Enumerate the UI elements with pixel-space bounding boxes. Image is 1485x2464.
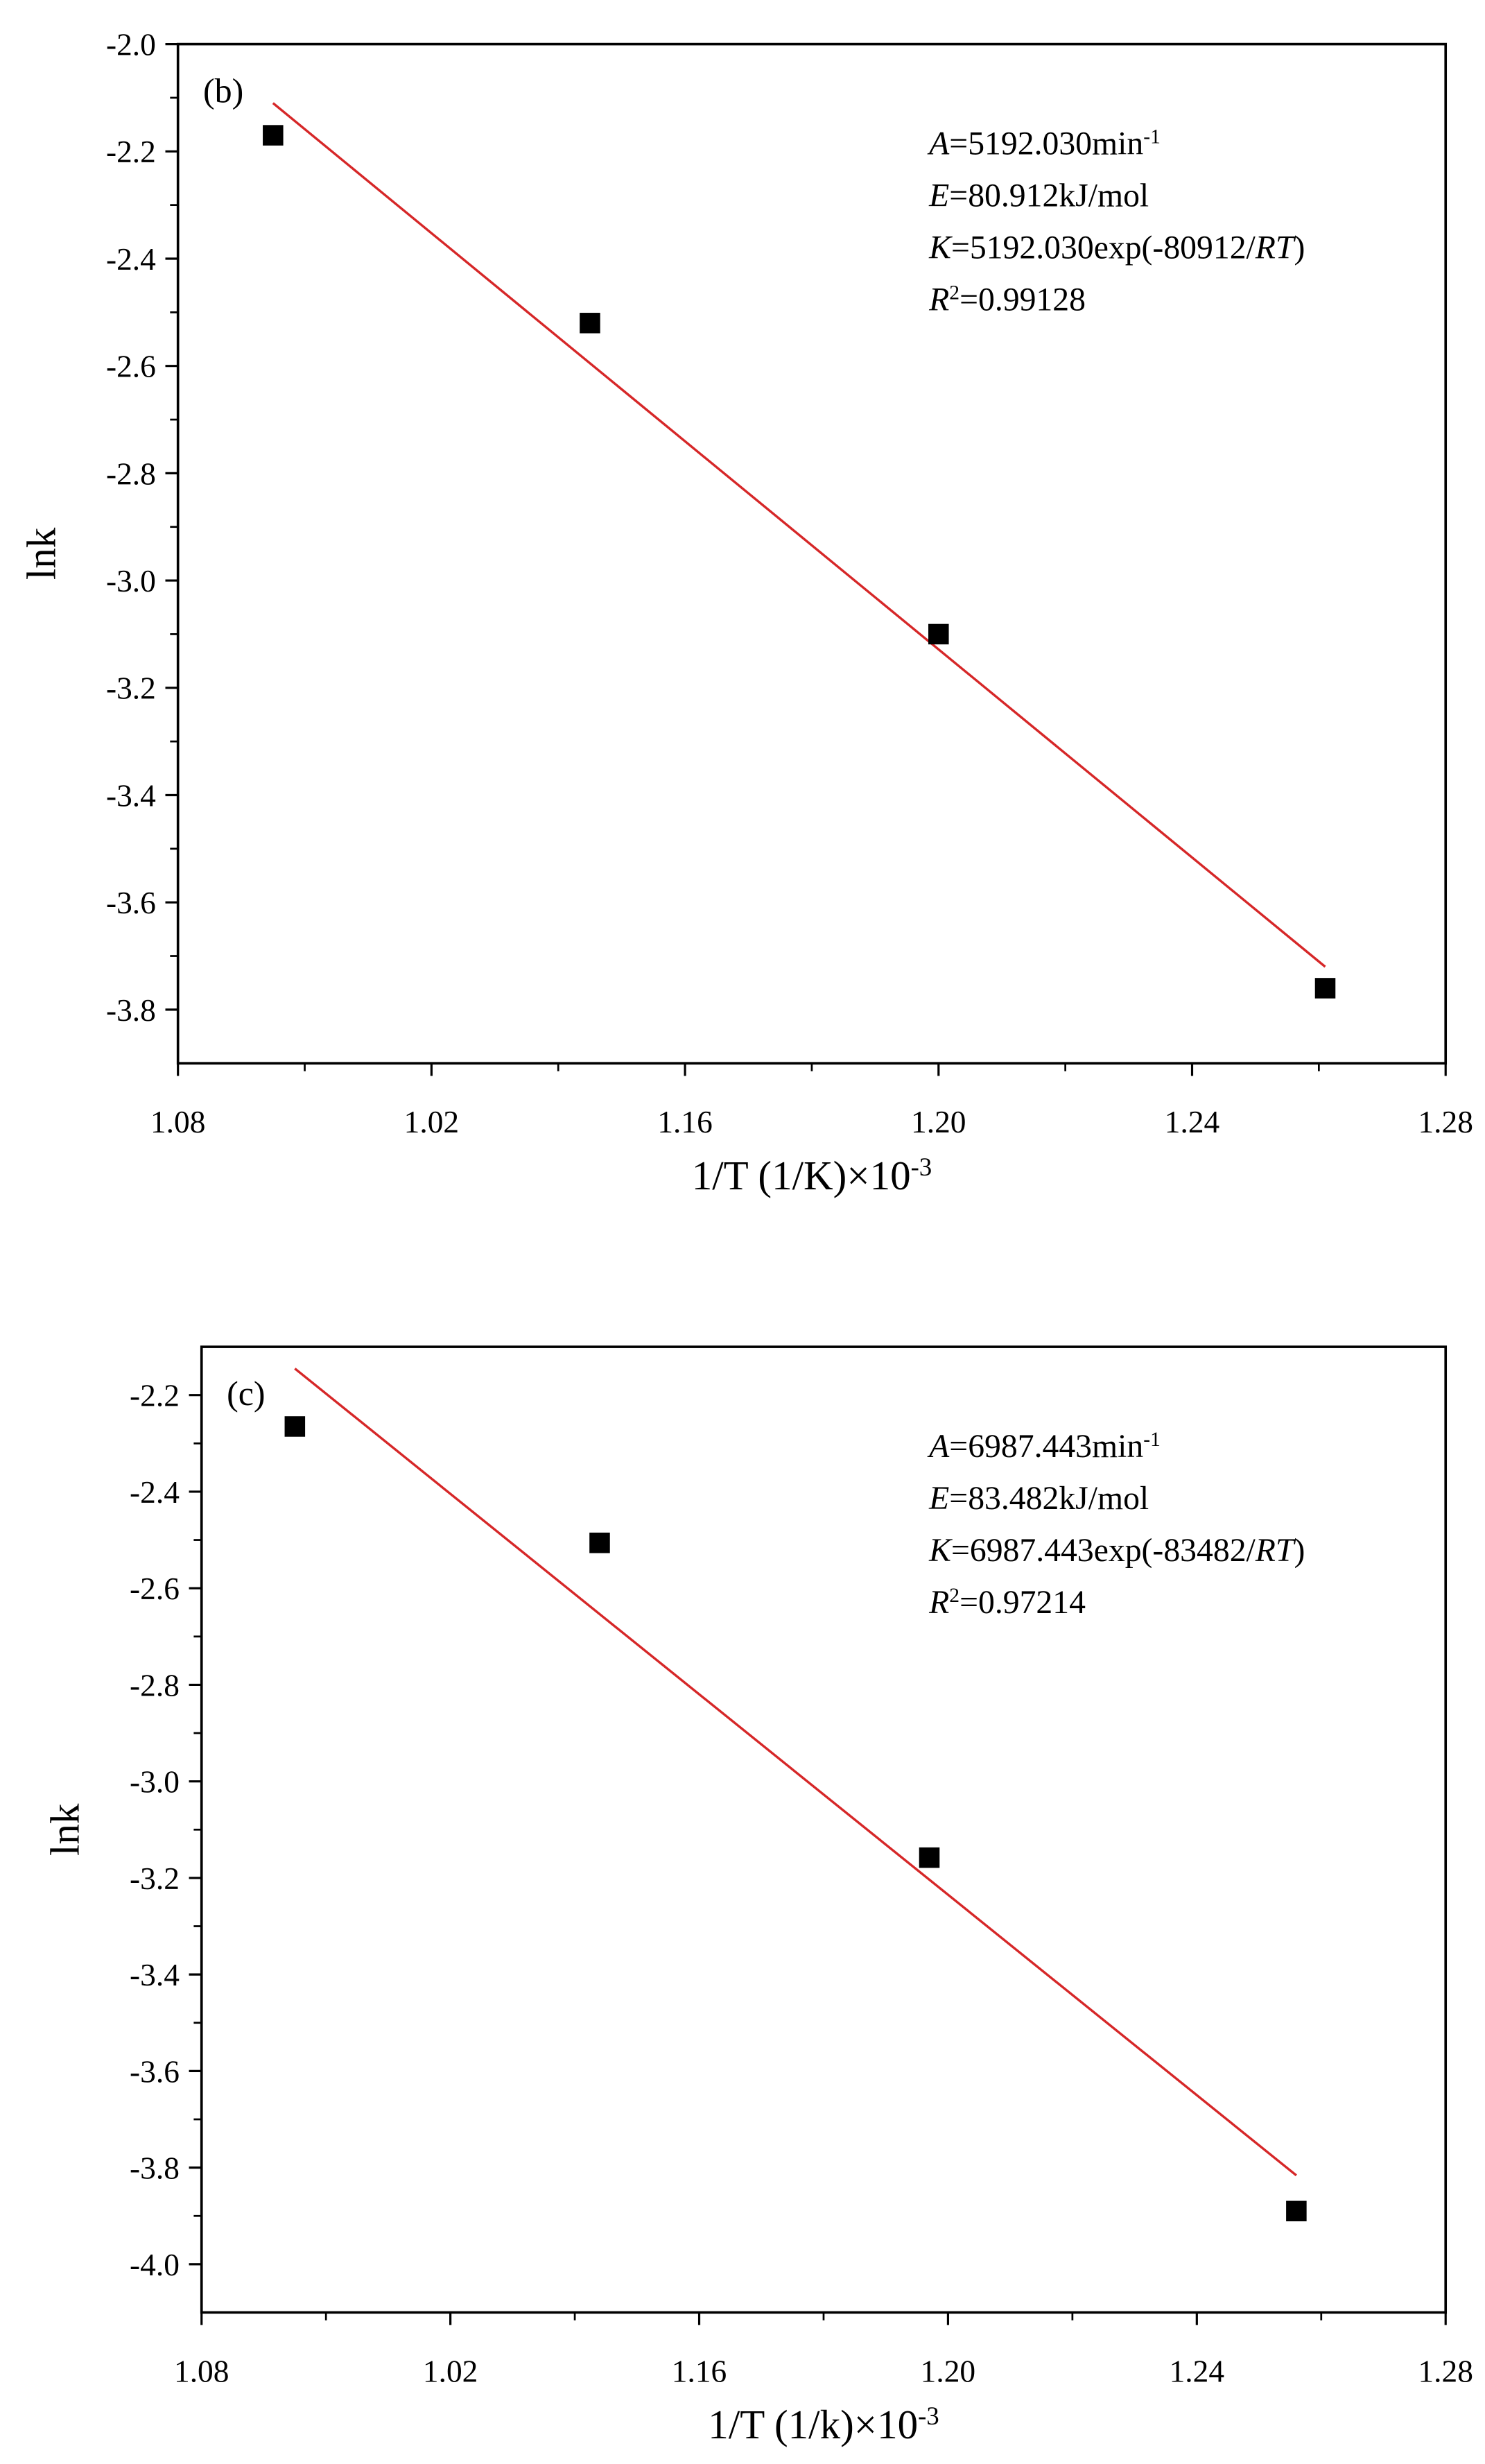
text-segment: K — [928, 1532, 953, 1569]
fit-line — [272, 102, 1326, 968]
x-tick-label: 1.24 — [1165, 1105, 1219, 1139]
x-axis-label: 1/T (1/K)×10-3 — [692, 1152, 932, 1198]
x-tick-label: 1.28 — [1418, 1105, 1473, 1139]
y-tick-label: -3.0 — [130, 1765, 180, 1800]
annotation: A=6987.443min-1 — [927, 1428, 1161, 1465]
y-tick-label: -2.2 — [106, 135, 156, 169]
plot-frame — [200, 1345, 1448, 2314]
x-tick-label: 1.02 — [423, 2354, 478, 2388]
data-point — [284, 1416, 306, 1437]
panel-label: (c) — [227, 1374, 265, 1413]
y-tick-label: -2.8 — [106, 456, 156, 491]
text-segment: RT — [1255, 230, 1296, 266]
text-segment: -3 — [918, 2402, 939, 2430]
y-tick-label: -3.6 — [130, 2054, 180, 2089]
x-tick-label: 1.08 — [150, 1105, 205, 1139]
text-segment: =83.482kJ/mol — [949, 1480, 1149, 1517]
x-tick-label: 1.16 — [672, 2354, 727, 2388]
fit-line — [294, 1368, 1297, 2177]
text-segment: RT — [1255, 1532, 1296, 1569]
y-tick-label: -3.0 — [106, 564, 156, 598]
data-point — [263, 125, 284, 146]
annotation: K=6987.443exp(-83482/RT) — [928, 1532, 1305, 1569]
x-tick-label: 1.02 — [404, 1105, 459, 1139]
data-point — [919, 1847, 940, 1868]
text-segment: =0.97214 — [959, 1584, 1086, 1621]
y-tick-label: -3.6 — [106, 886, 156, 920]
data-point — [580, 313, 600, 334]
y-tick-label: -3.4 — [106, 778, 156, 813]
x-tick-label: 1.28 — [1418, 2354, 1473, 2388]
text-segment: =6987.443exp(-83482/ — [951, 1532, 1256, 1569]
text-segment: 1/T (1/K)×10 — [692, 1153, 911, 1198]
x-tick-label: 1.08 — [174, 2354, 229, 2388]
annotation: R2=0.99128 — [928, 281, 1086, 318]
text-segment: ) — [1294, 1532, 1305, 1569]
data-point — [589, 1532, 610, 1553]
y-tick-label: -2.8 — [130, 1668, 180, 1703]
text-segment: =6987.443min — [949, 1428, 1143, 1465]
text-segment: ) — [1294, 230, 1305, 266]
x-tick-label: 1.20 — [911, 1105, 966, 1139]
text-segment: -1 — [1143, 1429, 1161, 1451]
text-segment: K — [928, 230, 953, 266]
y-tick-label: -4.0 — [130, 2248, 180, 2282]
y-tick-label: -3.2 — [106, 671, 156, 706]
y-tick-label: -3.2 — [130, 1861, 180, 1896]
y-axis-label: lnk — [42, 1803, 88, 1856]
text-segment: -3 — [911, 1152, 932, 1180]
text-segment: -1 — [1143, 126, 1161, 148]
panel-label: (b) — [203, 71, 243, 110]
y-axis-label: lnk — [19, 527, 64, 580]
x-tick-label: 1.16 — [657, 1105, 712, 1139]
text-segment: =80.912kJ/mol — [949, 178, 1149, 214]
y-tick-label: -2.4 — [130, 1475, 180, 1510]
text-segment: 2 — [949, 282, 959, 304]
text-segment: A — [927, 126, 950, 162]
y-tick-label: -3.4 — [130, 1958, 180, 1992]
text-segment: E — [928, 1480, 949, 1517]
y-tick-label: -2.2 — [130, 1379, 180, 1413]
text-segment: =0.99128 — [959, 281, 1086, 318]
text-segment: E — [928, 178, 949, 214]
y-tick-label: -2.6 — [130, 1571, 180, 1606]
text-segment: R — [928, 1584, 949, 1621]
x-tick-label: 1.24 — [1170, 2354, 1224, 2388]
y-tick-label: -3.8 — [106, 993, 156, 1028]
data-point — [1314, 978, 1336, 999]
data-point — [1286, 2200, 1307, 2222]
annotation: E=80.912kJ/mol — [928, 178, 1149, 214]
annotation: A=5192.030min-1 — [927, 126, 1161, 162]
text-segment: A — [927, 1428, 950, 1465]
annotation: K=5192.030exp(-80912/RT) — [928, 230, 1305, 266]
y-tick-label: -2.0 — [106, 28, 156, 62]
y-tick-label: -2.6 — [106, 350, 156, 384]
annotation: E=83.482kJ/mol — [928, 1480, 1149, 1517]
y-tick-label: -2.4 — [106, 242, 156, 277]
y-tick-label: -3.8 — [130, 2151, 180, 2186]
text-segment: 2 — [949, 1585, 959, 1607]
x-axis-label: 1/T (1/k)×10-3 — [708, 2402, 939, 2447]
text-segment: =5192.030min — [949, 126, 1143, 162]
x-tick-label: 1.20 — [921, 2354, 975, 2388]
data-point — [928, 623, 949, 645]
text-segment: 1/T (1/k)×10 — [708, 2402, 918, 2447]
annotation: R2=0.97214 — [928, 1584, 1086, 1621]
text-segment: =5192.030exp(-80912/ — [951, 230, 1256, 266]
text-segment: R — [928, 281, 949, 318]
